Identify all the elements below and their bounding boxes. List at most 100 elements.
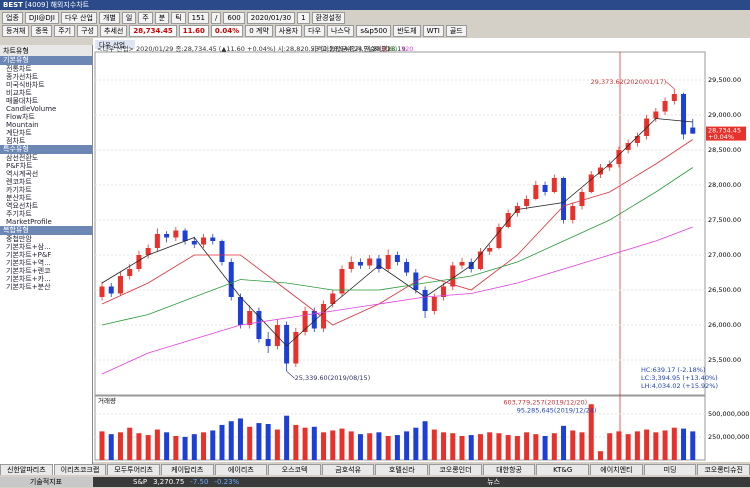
toolbar-button[interactable]: 2020/01/30 [246, 12, 296, 24]
stock-tab[interactable]: 호텔신라 [375, 464, 429, 475]
toolbar-button[interactable]: / [211, 12, 222, 24]
volume-bar [441, 432, 447, 460]
indicator-button[interactable]: 기술적지표 [0, 477, 92, 487]
chart-type-item[interactable]: MarketProfile [6, 218, 52, 226]
chart-type-item[interactable]: 기본차트+카... [6, 275, 51, 283]
toolbar-button[interactable]: 반도체 [393, 25, 421, 37]
toolbar-button[interactable]: 분 [154, 12, 170, 24]
stock-tab[interactable]: 오스코텍 [268, 464, 321, 475]
candle-body [210, 237, 216, 241]
chart-type-item[interactable]: 기본차트+역... [6, 259, 51, 267]
chart-type-item[interactable]: Mountain [6, 121, 39, 129]
chart-type-item[interactable]: 기본차트+렌코 [6, 267, 51, 275]
chart-type-item[interactable]: 계단차트 [6, 129, 32, 137]
chart-type-item[interactable]: 기본차트+분산 [6, 283, 51, 291]
toolbar-button[interactable]: 1 [297, 12, 310, 24]
toolbar-button[interactable]: 개별 [98, 12, 120, 24]
chart-type-item[interactable]: 주기차트 [6, 210, 32, 218]
stock-tab[interactable]: 대한항공 [482, 464, 536, 475]
candle-body [450, 265, 456, 287]
toolbar-button[interactable]: 종목 [31, 25, 53, 37]
toolbar-button[interactable]: 151 [187, 12, 210, 24]
toolbar-button[interactable]: 28,734.45 [129, 25, 177, 37]
toolbar-button[interactable]: WTI [422, 25, 444, 37]
chart-type-item[interactable]: 기본차트+P&F [6, 251, 52, 259]
stock-tab[interactable]: 코오롱인더 [429, 464, 482, 475]
moving-average [101, 167, 693, 326]
volume-bar [459, 436, 465, 460]
toolbar-button[interactable]: 다우 산업 [60, 12, 97, 24]
stock-tab[interactable]: 금호석유 [321, 464, 375, 475]
stock-tab[interactable]: 모두투어리츠 [107, 464, 160, 475]
volume-bar [671, 427, 677, 460]
toolbar-button[interactable]: 나스닥 [326, 25, 355, 37]
chart-type-item[interactable]: Flow차트 [6, 113, 35, 121]
toolbar-button[interactable]: 등겨채 [2, 25, 30, 37]
chart-type-item[interactable]: CandleVolume [6, 105, 57, 113]
volume-bar [311, 426, 317, 460]
stock-tab[interactable]: 에이리츠 [214, 464, 268, 475]
toolbar-button[interactable]: 다우 [304, 25, 325, 37]
toolbar-button[interactable]: 일 [121, 12, 137, 24]
chart-type-item[interactable]: 렌코차트 [6, 178, 32, 186]
candle-body [394, 255, 400, 262]
chart-type-item[interactable]: 전통차트 [6, 65, 32, 73]
chart-type-item[interactable]: 기본차트+삼... [6, 243, 51, 251]
chart-type-item[interactable]: 종가선차트 [6, 73, 39, 81]
stock-tab[interactable]: KT&G [536, 464, 590, 475]
candle-body [339, 269, 345, 294]
stock-tab[interactable]: 에이치엔티 [590, 464, 643, 475]
chart-type-item[interactable]: 점차트 [6, 137, 26, 145]
candle-body [311, 311, 317, 329]
toolbar-button[interactable]: 0 계약 [245, 25, 273, 37]
chart-type-item[interactable]: 삼선전환도 [6, 154, 39, 162]
volume-bar [690, 431, 696, 460]
news[interactable]: 뉴스 [487, 478, 500, 486]
stock-tab[interactable]: 코오롱티슈진 [697, 464, 750, 475]
toolbar-button[interactable]: 0.04% [210, 25, 244, 37]
volume-bar [450, 433, 456, 460]
volume-bar [357, 434, 363, 460]
candle-body [607, 164, 613, 168]
stock-tab[interactable]: 이리츠코크랩 [53, 464, 107, 475]
volume-bar [302, 427, 308, 460]
toolbar-button[interactable]: 11.60 [178, 25, 209, 37]
toolbar-button[interactable]: 600 [223, 12, 245, 24]
stock-tab[interactable]: 신한알파리츠 [0, 464, 53, 475]
chart-type-item[interactable]: 미국식바차트 [6, 81, 45, 89]
volume-bar [237, 418, 243, 460]
candle-body [293, 332, 299, 364]
low-note: 25,339.60(2019/08/15) [295, 374, 371, 382]
toolbar-button[interactable]: 업종 [2, 12, 23, 24]
volume-bar [367, 433, 373, 460]
toolbar-button[interactable]: s&p500 [356, 25, 392, 37]
chart-type-item[interactable]: 역요선차트 [6, 202, 39, 210]
chart-type-item[interactable]: 분산차트 [6, 194, 32, 202]
chart-type-item[interactable]: 카기차트 [6, 186, 32, 194]
toolbar-button[interactable]: 환경설정 [311, 12, 346, 24]
toolbar-button[interactable]: 구성 [77, 25, 98, 37]
ma-legend: 5 [373, 45, 377, 53]
candle-body [274, 325, 280, 346]
toolbar-button[interactable]: 골드 [445, 25, 467, 37]
chart-type-item[interactable]: 매물대차트 [6, 97, 39, 105]
candle-body [284, 325, 290, 364]
toolbar-button[interactable]: 추세선 [100, 25, 128, 37]
chart-type-item[interactable]: 중첩만암 [6, 235, 32, 243]
stock-tab[interactable]: 케이탑리츠 [160, 464, 214, 475]
chart-type-item[interactable]: 비교차트 [6, 89, 32, 97]
candle-body [404, 262, 410, 273]
toolbar-button[interactable]: 사용자 [274, 25, 303, 37]
group-header: 기본유형 [0, 56, 92, 65]
toolbar-button[interactable]: 주기 [54, 25, 76, 37]
volume-bar [265, 424, 271, 460]
toolbar-button[interactable]: 주 [138, 12, 153, 24]
toolbar-button[interactable]: DJI@DJI [24, 12, 59, 24]
volume-bar [99, 431, 105, 460]
toolbar-button[interactable]: 틱 [171, 12, 186, 24]
volume-bar [588, 404, 594, 460]
chart-type-item[interactable]: 역시계곡선 [6, 170, 39, 178]
volume-bar [468, 435, 474, 460]
chart-type-item[interactable]: P&F차트 [6, 162, 33, 170]
stock-tab[interactable]: 미딩 [643, 464, 697, 475]
